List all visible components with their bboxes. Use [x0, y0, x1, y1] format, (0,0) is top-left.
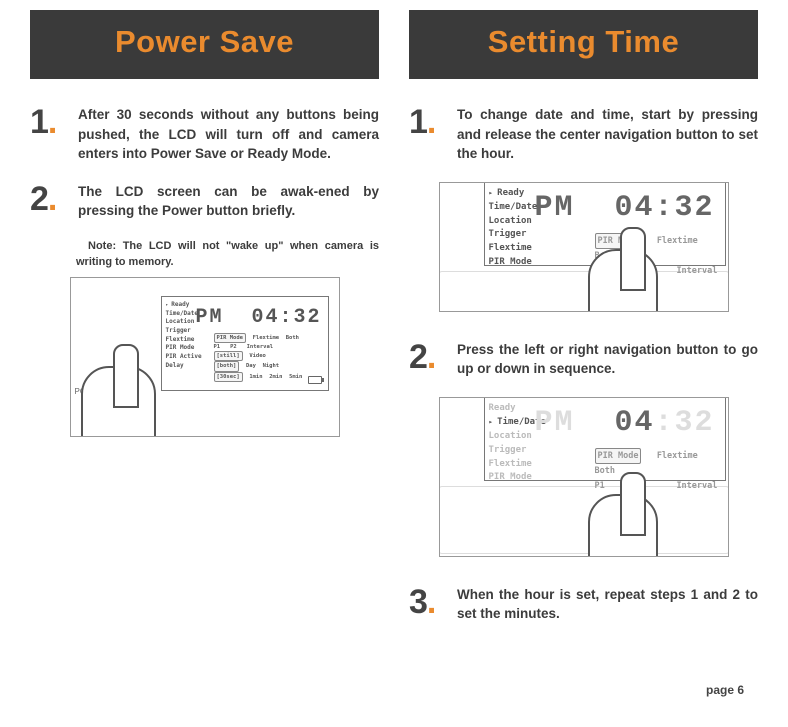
left-note: Note: The LCD will not "wake up" when ca…	[76, 239, 379, 271]
opt: Both	[286, 334, 299, 342]
page-number: page 6	[706, 682, 744, 699]
opt: Video	[249, 352, 266, 360]
power-save-column: Power Save 1. After 30 seconds without a…	[30, 10, 379, 642]
step-text: When the hour is set, repeat steps 1 and…	[457, 585, 758, 624]
step-text: After 30 seconds without any buttons bei…	[78, 105, 379, 164]
opt: [30sec]	[214, 372, 243, 382]
step-number: 3.	[409, 585, 447, 624]
opt: 5min	[289, 373, 302, 381]
lcd-time: PM 04:32	[534, 187, 714, 231]
step-number: 1.	[409, 105, 447, 164]
opt: Flextime	[657, 449, 698, 463]
opt: Night	[263, 362, 280, 370]
opt: P2	[230, 343, 237, 351]
menu-item: PIR Mode	[166, 344, 202, 353]
left-step-2: 2. The LCD screen can be awak-ened by pr…	[30, 182, 379, 221]
opt: 2min	[269, 373, 282, 381]
menu-item: Delay	[166, 362, 202, 371]
step-text: To change date and time, start by pressi…	[457, 105, 758, 164]
opt: PIR Mode	[595, 448, 642, 464]
opt: Flextime	[657, 234, 698, 248]
lcd-options: PIR Mode Flextime Both P1 P2 Interval	[595, 448, 725, 493]
lcd-min: :32	[654, 406, 714, 440]
menu-item: PIR Active	[166, 353, 202, 362]
lcd-screen: Ready Time/Date Location Trigger Flextim…	[484, 397, 726, 481]
lcd-pm: PM	[534, 406, 574, 440]
lcd-time-value: 04:32	[251, 306, 321, 329]
lcd-options: PIR Mode Flextime Both P1 P2 Interval [s…	[214, 333, 326, 382]
right-step-1: 1. To change date and time, start by pre…	[409, 105, 758, 164]
device-outline	[439, 486, 729, 554]
battery-icon	[308, 376, 322, 384]
lcd-pm: PM	[195, 306, 223, 329]
hand-icon	[588, 249, 658, 312]
right-step-2: 2. Press the left or right navigation bu…	[409, 340, 758, 379]
opt: Interval	[676, 479, 717, 493]
hand-icon	[588, 494, 658, 557]
menu-item: Flextime	[489, 242, 538, 256]
menu-item: Location	[489, 215, 538, 229]
power-save-title: Power Save	[30, 10, 379, 79]
menu-item: Ready	[489, 187, 538, 201]
lcd-time: PM 04:32	[195, 303, 321, 332]
setting-time-illustration-1: Ready Time/Date Location Trigger Flextim…	[439, 182, 729, 312]
opt: [still]	[214, 351, 243, 361]
step-number: 1.	[30, 105, 68, 164]
lcd-pm: PM	[534, 191, 574, 225]
hand-icon	[81, 366, 156, 437]
lcd-menu: Ready Time/Date Location Trigger Flextim…	[489, 187, 538, 271]
step-text: The LCD screen can be awak-ened by press…	[78, 182, 379, 221]
opt: PIR Mode	[214, 333, 247, 343]
setting-time-title: Setting Time	[409, 10, 758, 79]
opt: Interval	[676, 264, 717, 278]
lcd-time: PM 04:32	[534, 402, 714, 446]
opt: [both]	[214, 361, 240, 371]
menu-item: Trigger	[489, 444, 546, 458]
menu-item: Flextime	[166, 336, 202, 345]
step-number: 2.	[409, 340, 447, 379]
lcd-screen: Ready Time/Date Location Trigger Flextim…	[161, 296, 329, 391]
opt: Interval	[247, 343, 274, 351]
menu-item: PIR Mode	[489, 471, 546, 485]
opt: Both	[595, 464, 615, 478]
menu-item: Flextime	[489, 458, 546, 472]
setting-time-column: Setting Time 1. To change date and time,…	[409, 10, 758, 642]
left-step-1: 1. After 30 seconds without any buttons …	[30, 105, 379, 164]
right-step-3: 3. When the hour is set, repeat steps 1 …	[409, 585, 758, 624]
step-text: Press the left or right navigation butto…	[457, 340, 758, 379]
menu-item: Time/Date	[489, 201, 538, 215]
lcd-hour: 04	[614, 406, 654, 440]
opt: Day	[246, 362, 256, 370]
menu-item: Trigger	[489, 228, 538, 242]
menu-item: PIR Mode	[489, 256, 538, 270]
lcd-time-value: 04:32	[614, 191, 714, 225]
opt: Flextime	[253, 334, 280, 342]
setting-time-illustration-2: Ready Time/Date Location Trigger Flextim…	[439, 397, 729, 557]
opt: P1	[595, 479, 605, 493]
opt: 1min	[249, 373, 262, 381]
power-save-illustration: POWER Ready Time/Date Location Trigger F…	[70, 277, 340, 437]
step-number: 2.	[30, 182, 68, 221]
opt: P1	[214, 343, 221, 351]
